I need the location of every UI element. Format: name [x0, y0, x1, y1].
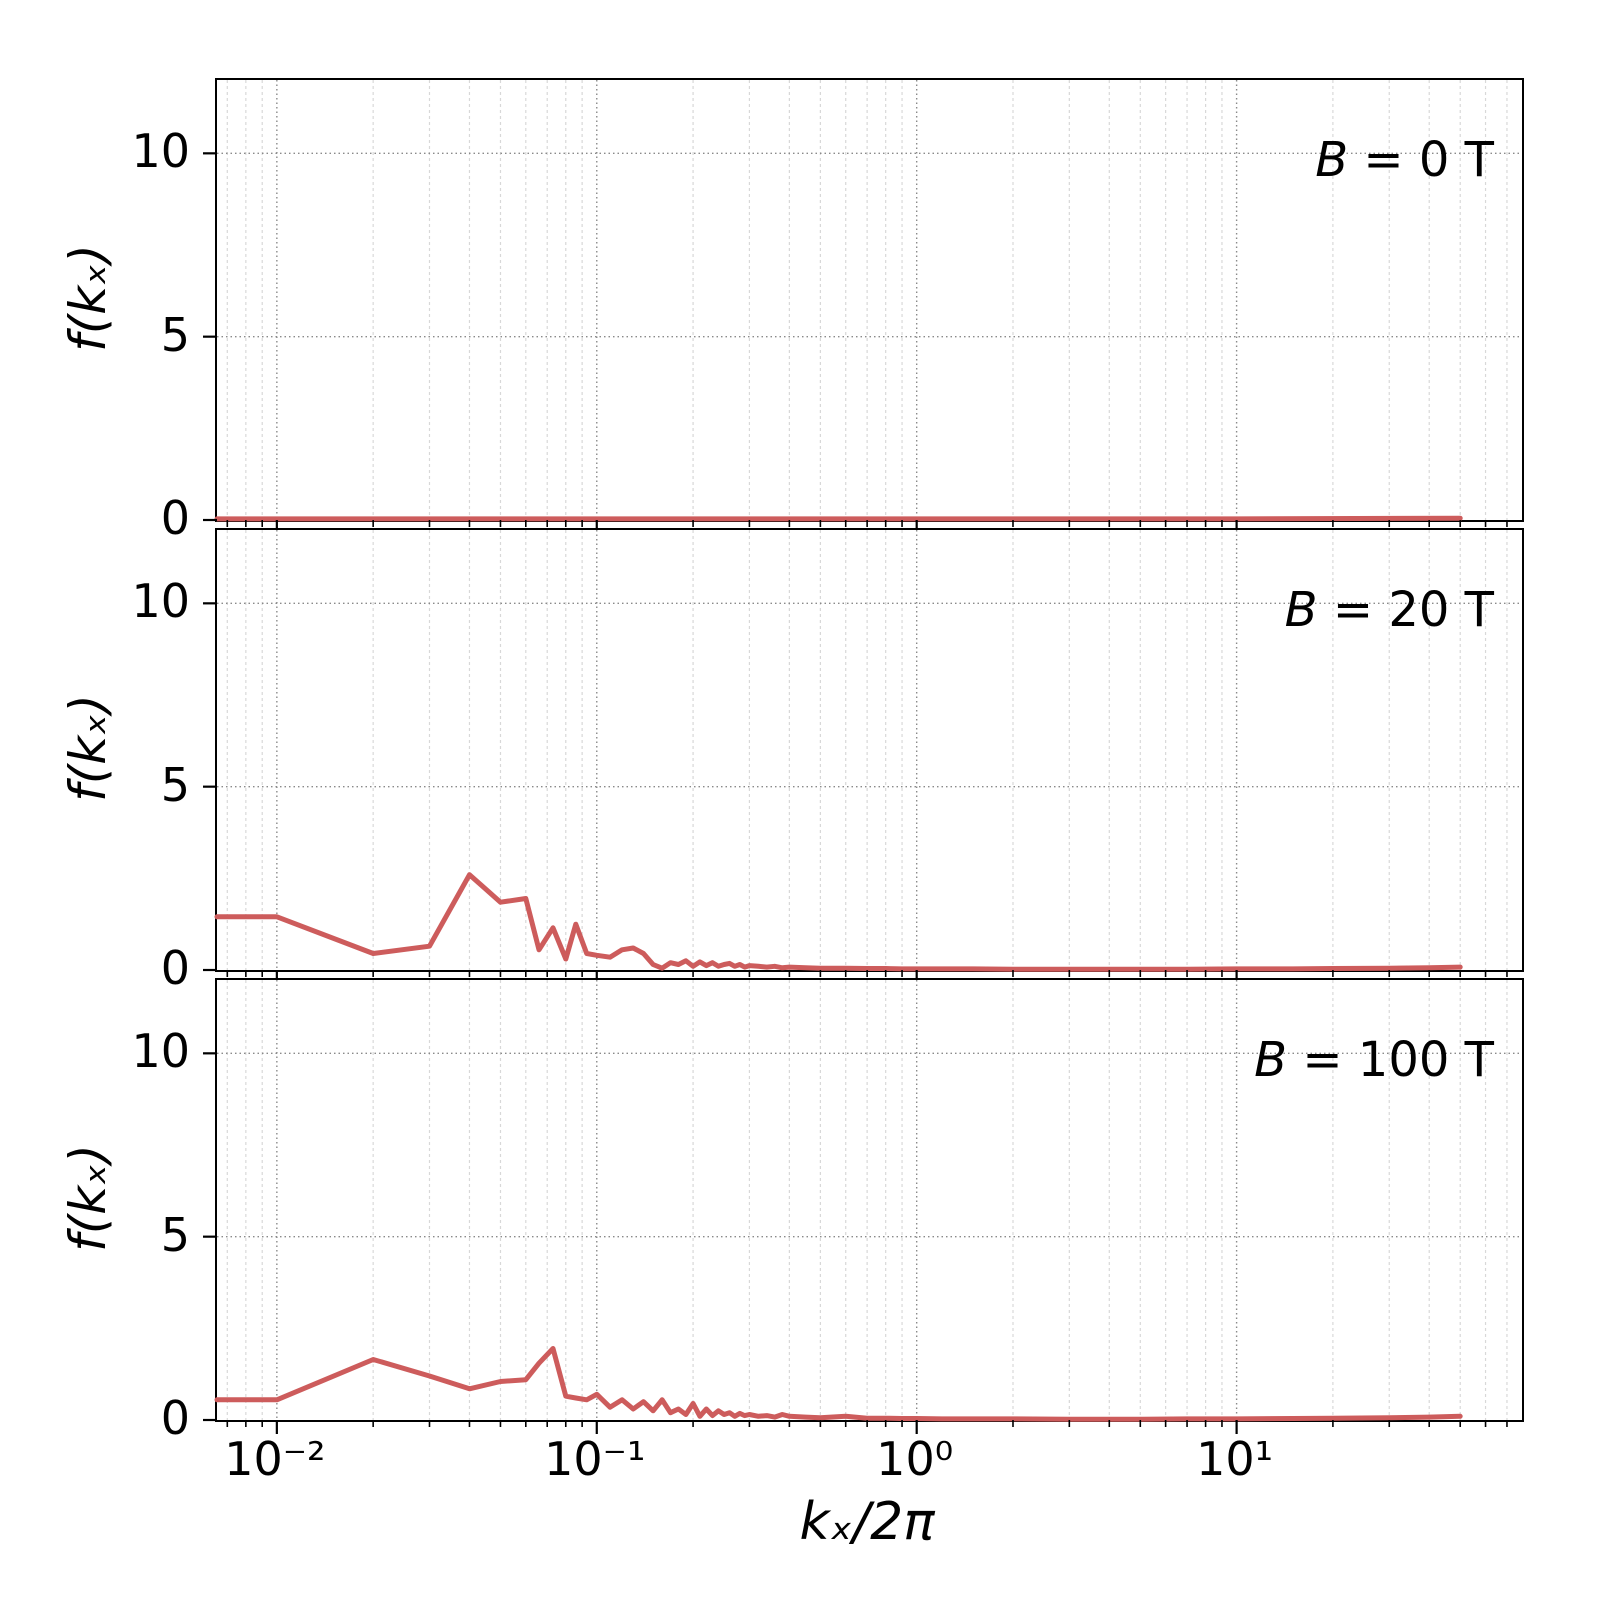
plot-area-b-20t	[203, 530, 1522, 984]
panel-b-0t: B = 0 T	[203, 78, 1524, 534]
x-axis-label: kₓ/2π	[799, 1492, 935, 1552]
plot-area-b-0t	[203, 80, 1522, 534]
plot-area-b-100t	[203, 980, 1522, 1434]
y-tick-label: 10	[131, 1024, 190, 1079]
x-tick-label: 10⁻¹	[544, 1432, 646, 1486]
series-line	[214, 1346, 1463, 1422]
annotation-value: = 100 T	[1287, 1032, 1494, 1088]
y-tick-label: 5	[160, 757, 190, 812]
y-tick-label: 5	[160, 307, 190, 362]
annotation-variable: B	[1254, 1032, 1288, 1088]
y-tick-label: 0	[160, 941, 190, 995]
panel-annotation: B = 0 T	[1315, 132, 1494, 188]
annotation-variable: B	[1315, 132, 1349, 188]
panel-b-100t: B = 100 T	[203, 978, 1524, 1434]
y-tick-label: 5	[160, 1207, 190, 1262]
series-line	[214, 515, 1463, 522]
y-tick-label: 10	[131, 124, 190, 179]
annotation-value: = 20 T	[1317, 582, 1494, 638]
y-tick-label: 0	[160, 1391, 190, 1445]
x-tick-label: 10⁻²	[224, 1432, 326, 1486]
panel-annotation: B = 100 T	[1254, 1032, 1494, 1088]
annotation-value: = 0 T	[1348, 132, 1494, 188]
annotation-variable: B	[1284, 582, 1318, 638]
series-line	[214, 872, 1463, 972]
x-tick-label: 10¹	[1196, 1432, 1274, 1486]
panel-annotation: B = 20 T	[1285, 582, 1494, 638]
y-tick-label: 10	[131, 574, 190, 629]
y-tick-label: 0	[160, 491, 190, 545]
x-tick-label: 10⁰	[876, 1432, 954, 1486]
panel-b-20t: B = 20 T	[203, 528, 1524, 984]
